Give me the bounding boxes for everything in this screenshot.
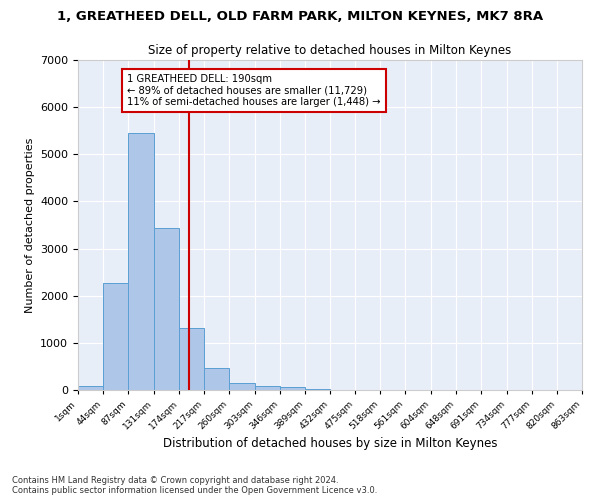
Bar <box>128 132 154 390</box>
Bar <box>204 368 229 390</box>
Text: 1, GREATHEED DELL, OLD FARM PARK, MILTON KEYNES, MK7 8RA: 1, GREATHEED DELL, OLD FARM PARK, MILTON… <box>57 10 543 23</box>
Title: Size of property relative to detached houses in Milton Keynes: Size of property relative to detached ho… <box>148 44 512 58</box>
Bar <box>103 282 128 390</box>
Bar <box>229 382 254 390</box>
Text: 1 GREATHEED DELL: 190sqm
← 89% of detached houses are smaller (11,729)
11% of se: 1 GREATHEED DELL: 190sqm ← 89% of detach… <box>127 74 380 108</box>
Y-axis label: Number of detached properties: Number of detached properties <box>25 138 35 312</box>
Bar <box>154 228 179 390</box>
Bar <box>305 388 330 390</box>
Text: Contains HM Land Registry data © Crown copyright and database right 2024.
Contai: Contains HM Land Registry data © Crown c… <box>12 476 377 495</box>
X-axis label: Distribution of detached houses by size in Milton Keynes: Distribution of detached houses by size … <box>163 436 497 450</box>
Bar <box>179 328 204 390</box>
Bar <box>280 388 305 390</box>
Bar <box>78 386 103 390</box>
Bar <box>254 386 280 390</box>
